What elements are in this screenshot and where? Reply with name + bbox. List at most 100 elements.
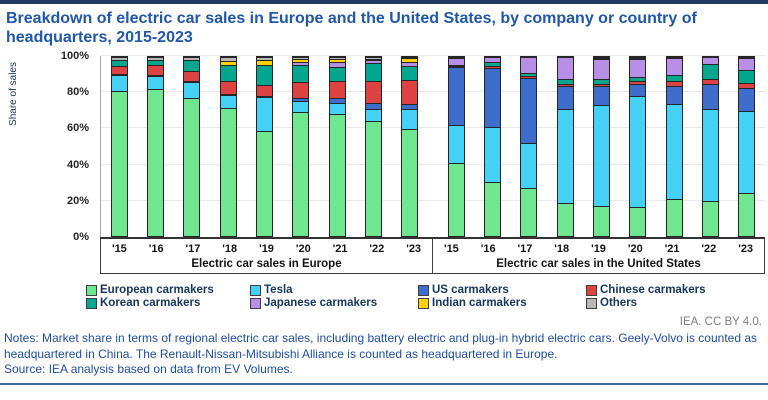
segment-chinese-carmakers bbox=[111, 65, 127, 74]
segment-chinese-carmakers bbox=[666, 81, 682, 86]
segment-us-carmakers bbox=[739, 88, 755, 111]
segment-indian-carmakers bbox=[402, 57, 418, 62]
bar-slot-united-states-19 bbox=[583, 56, 619, 237]
x-tick-label: '22 bbox=[369, 242, 385, 255]
y-tick-label: 20% bbox=[66, 194, 89, 207]
y-tick-label: 80% bbox=[66, 86, 89, 99]
segment-tesla bbox=[521, 142, 537, 188]
x-tick-label: '16 bbox=[148, 242, 164, 255]
segment-chinese-carmakers bbox=[557, 83, 573, 86]
segment-japanese-carmakers bbox=[521, 57, 537, 74]
x-tick-label: '17 bbox=[517, 242, 533, 255]
segment-others bbox=[256, 56, 272, 60]
bar-slot-united-states-23 bbox=[729, 56, 765, 237]
segment-us-carmakers bbox=[365, 102, 381, 109]
segment-korean-carmakers bbox=[448, 64, 464, 66]
segment-others bbox=[365, 56, 381, 59]
segment-us-carmakers bbox=[630, 83, 646, 97]
segment-japanese-carmakers bbox=[630, 58, 646, 77]
segment-us-carmakers bbox=[702, 83, 718, 109]
segment-tesla bbox=[111, 74, 127, 92]
bar-slot-united-states-16 bbox=[474, 56, 510, 237]
segment-european-carmakers bbox=[365, 120, 381, 236]
legend-swatch-us-carmakers bbox=[418, 284, 429, 296]
segment-tesla bbox=[147, 75, 163, 90]
bar-europe-15 bbox=[110, 56, 128, 237]
segment-others bbox=[448, 56, 464, 58]
legend-swatch-european-carmakers bbox=[86, 284, 97, 296]
segment-tesla bbox=[557, 108, 573, 203]
bar-slot-europe-21 bbox=[319, 56, 355, 237]
segment-japanese-carmakers bbox=[402, 61, 418, 66]
segment-indian-carmakers bbox=[220, 61, 236, 65]
y-tick-label: 0% bbox=[73, 231, 89, 243]
segment-japanese-carmakers bbox=[739, 57, 755, 70]
attribution: IEA. CC BY 4.0. bbox=[679, 316, 762, 328]
segment-chinese-carmakers bbox=[220, 81, 236, 94]
segment-us-carmakers bbox=[147, 74, 163, 76]
segment-european-carmakers bbox=[521, 187, 537, 236]
bar-europe-23 bbox=[401, 56, 419, 237]
gridline-40 bbox=[101, 163, 765, 165]
segment-us-carmakers bbox=[666, 85, 682, 105]
x-tick-label: '17 bbox=[185, 242, 201, 255]
segment-indian-carmakers bbox=[293, 58, 309, 63]
bar-europe-22 bbox=[364, 56, 382, 237]
segment-others bbox=[402, 56, 418, 58]
bar-slot-europe-19 bbox=[246, 56, 282, 237]
x-tick-label: '22 bbox=[701, 242, 717, 255]
segment-tesla bbox=[666, 104, 682, 200]
legend-label-tesla: Tesla bbox=[264, 284, 293, 296]
segment-us-carmakers bbox=[448, 66, 464, 126]
x-tick-label: '23 bbox=[406, 242, 422, 255]
bar-slot-europe-16 bbox=[137, 56, 173, 237]
top-border bbox=[0, 0, 768, 4]
bar-slot-europe-23 bbox=[392, 56, 428, 237]
segment-us-carmakers bbox=[220, 93, 236, 95]
bar-united-states-15 bbox=[447, 56, 465, 237]
segment-korean-carmakers bbox=[256, 64, 272, 85]
segment-european-carmakers bbox=[220, 108, 236, 236]
segment-korean-carmakers bbox=[521, 73, 537, 76]
segment-japanese-carmakers bbox=[702, 57, 718, 65]
segment-indian-carmakers bbox=[365, 58, 381, 60]
bar-united-states-16 bbox=[483, 56, 501, 237]
segment-us-carmakers bbox=[593, 85, 609, 106]
segment-european-carmakers bbox=[111, 91, 127, 236]
segment-chinese-carmakers bbox=[448, 65, 464, 67]
segment-chinese-carmakers bbox=[293, 82, 309, 99]
bar-group-united-states bbox=[438, 56, 765, 237]
segment-us-carmakers bbox=[111, 73, 127, 75]
segment-european-carmakers bbox=[448, 162, 464, 236]
bar-slot-europe-17 bbox=[174, 56, 210, 237]
bar-slot-united-states-17 bbox=[511, 56, 547, 237]
bar-slot-united-states-18 bbox=[547, 56, 583, 237]
segment-japanese-carmakers bbox=[666, 57, 682, 75]
legend-label-japanese-carmakers: Japanese carmakers bbox=[264, 297, 378, 309]
x-tick-label: '15 bbox=[111, 242, 127, 255]
segment-others bbox=[184, 56, 200, 61]
segment-european-carmakers bbox=[402, 128, 418, 236]
legend-swatch-tesla bbox=[250, 284, 261, 296]
bar-slot-europe-18 bbox=[210, 56, 246, 237]
segment-chinese-carmakers bbox=[365, 81, 381, 103]
bar-united-states-22 bbox=[701, 56, 719, 237]
bar-slot-europe-15 bbox=[101, 56, 137, 237]
segment-european-carmakers bbox=[702, 201, 718, 236]
x-tick-label: '23 bbox=[738, 242, 754, 255]
segment-tesla bbox=[484, 126, 500, 183]
x-tick-label: '18 bbox=[554, 242, 570, 255]
bar-slot-europe-22 bbox=[355, 56, 391, 237]
bottom-border bbox=[0, 382, 768, 385]
segment-korean-carmakers bbox=[293, 65, 309, 83]
legend-label-chinese-carmakers: Chinese carmakers bbox=[600, 284, 706, 296]
legend-label-indian-carmakers: Indian carmakers bbox=[432, 297, 527, 309]
segment-korean-carmakers bbox=[402, 65, 418, 81]
segment-european-carmakers bbox=[666, 199, 682, 236]
legend-swatch-chinese-carmakers bbox=[586, 284, 597, 296]
bar-united-states-17 bbox=[520, 56, 538, 237]
notes-text: Notes: Market share in terms of regional… bbox=[4, 331, 758, 361]
legend-swatch-japanese-carmakers bbox=[250, 297, 261, 309]
segment-tesla bbox=[739, 110, 755, 194]
source-text: Source: IEA analysis based on data from … bbox=[4, 362, 293, 376]
